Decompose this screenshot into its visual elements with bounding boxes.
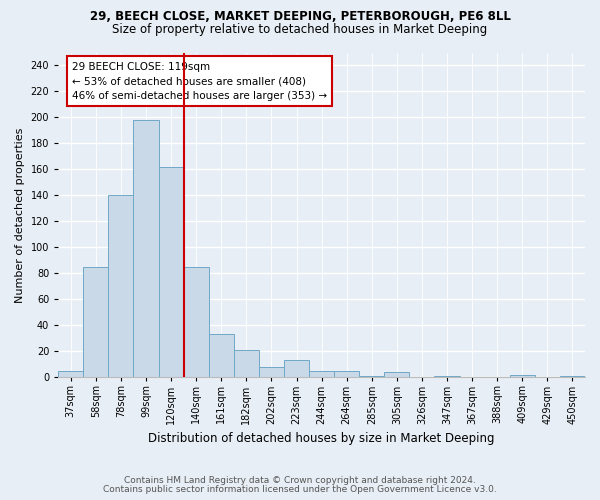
Bar — [385, 372, 409, 378]
X-axis label: Distribution of detached houses by size in Market Deeping: Distribution of detached houses by size … — [148, 432, 495, 445]
Bar — [284, 360, 309, 378]
Bar — [158, 167, 184, 378]
Text: Contains public sector information licensed under the Open Government Licence v3: Contains public sector information licen… — [103, 485, 497, 494]
Bar — [133, 120, 158, 378]
Bar — [109, 196, 133, 378]
Y-axis label: Number of detached properties: Number of detached properties — [15, 127, 25, 302]
Bar — [259, 367, 284, 378]
Bar — [234, 350, 259, 378]
Bar — [309, 371, 334, 378]
Text: 29 BEECH CLOSE: 119sqm
← 53% of detached houses are smaller (408)
46% of semi-de: 29 BEECH CLOSE: 119sqm ← 53% of detached… — [72, 62, 327, 101]
Bar — [83, 267, 109, 378]
Bar — [58, 371, 83, 378]
Bar — [184, 267, 209, 378]
Text: 29, BEECH CLOSE, MARKET DEEPING, PETERBOROUGH, PE6 8LL: 29, BEECH CLOSE, MARKET DEEPING, PETERBO… — [89, 10, 511, 23]
Bar — [209, 334, 234, 378]
Bar — [334, 371, 359, 378]
Text: Contains HM Land Registry data © Crown copyright and database right 2024.: Contains HM Land Registry data © Crown c… — [124, 476, 476, 485]
Bar — [560, 376, 585, 378]
Bar — [359, 376, 385, 378]
Text: Size of property relative to detached houses in Market Deeping: Size of property relative to detached ho… — [112, 22, 488, 36]
Bar — [434, 376, 460, 378]
Bar — [510, 374, 535, 378]
